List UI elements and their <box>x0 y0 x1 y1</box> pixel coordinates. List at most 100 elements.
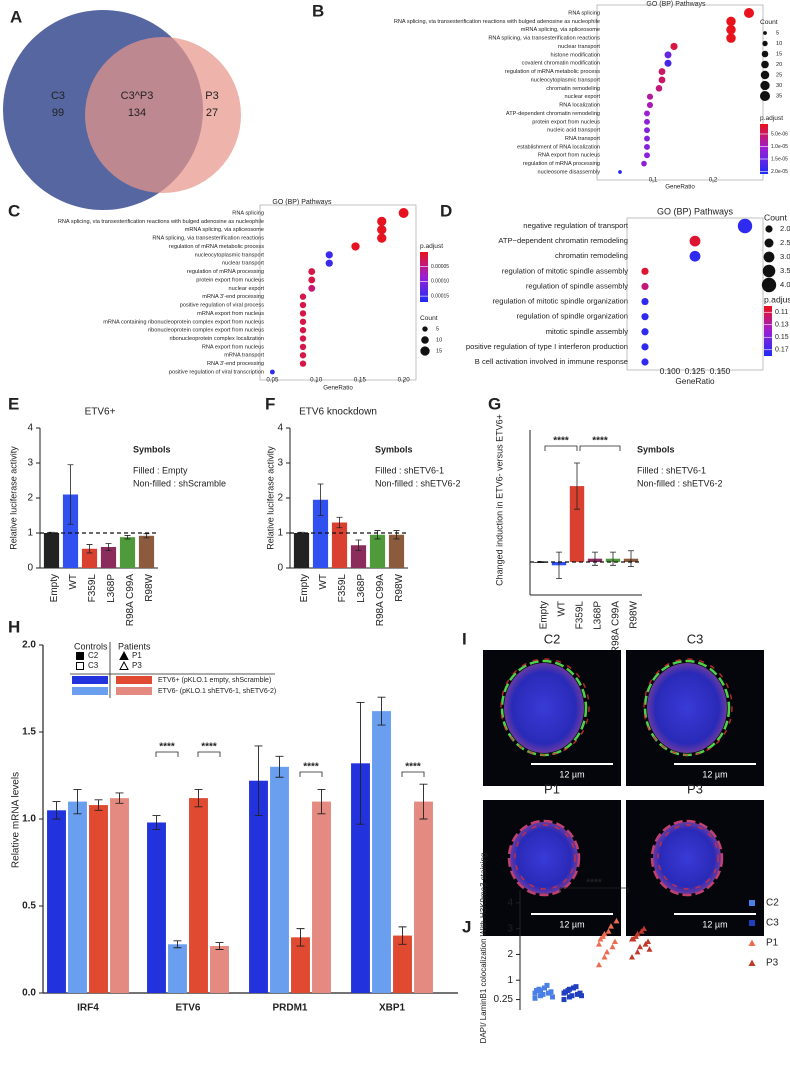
scale-label: 12 µm <box>702 919 727 929</box>
data-point <box>634 930 641 937</box>
error-bar <box>275 755 284 778</box>
term-label: RNA splicing, via transesterification re… <box>394 19 600 25</box>
term-label: RNA 3'-end processing <box>207 361 264 367</box>
term-dot <box>689 250 701 262</box>
bar <box>350 545 367 568</box>
term-dot <box>377 225 387 235</box>
term-dot <box>689 235 701 247</box>
symbol-note: Non-filled : shETV6-2 <box>375 478 461 488</box>
term-label: nuclear transport <box>558 44 600 50</box>
legend-label: P3 <box>766 958 779 969</box>
x-axis-label: GeneRatio <box>323 385 353 392</box>
legend-label: P1 <box>766 938 779 949</box>
data-point <box>596 961 602 968</box>
set-count: 99 <box>52 107 64 119</box>
legend-condition: ETV6+ (pKLO.1 empty, shScramble) <box>158 677 271 684</box>
term-label: nucleocytoplasmic transport <box>531 77 601 83</box>
significance-bracket <box>299 771 323 777</box>
term-label: regulation of mRNA metabolic process <box>505 69 600 75</box>
term-dot <box>743 7 755 19</box>
significance-label: **** <box>553 436 569 447</box>
symbol-note: Filled : shETV6-1 <box>637 465 706 475</box>
data-point <box>605 928 612 934</box>
panel-letter: E <box>8 394 19 413</box>
colorbar-label: 2.0e-05 <box>771 169 788 175</box>
nucleus <box>504 663 584 753</box>
x-tick-label: WT <box>68 574 79 590</box>
term-dot <box>670 42 678 51</box>
colorbar-label: 0.15 <box>775 334 789 341</box>
error-bar <box>628 550 634 568</box>
y-tick-label: 0.5 <box>22 901 36 912</box>
term-label: nucleic acid transport <box>547 128 600 134</box>
plot-frame <box>259 204 417 381</box>
legend-swatch <box>116 676 152 684</box>
error-bar <box>393 530 400 540</box>
x-tick-label: Empty <box>539 601 550 629</box>
legend-group: Patients <box>118 641 151 651</box>
legend-marker <box>76 652 84 660</box>
term-label: RNA splicing, via transesterification re… <box>152 236 264 242</box>
term-label: RNA export from nucleus <box>202 344 264 350</box>
x-tick-label: F359L <box>87 574 98 603</box>
legend-label: C3 <box>766 918 779 929</box>
panel-letter: I <box>462 629 467 648</box>
legend-size-label: 5 <box>776 30 779 36</box>
colorbar-label: 0.13 <box>775 322 789 329</box>
legend-size-label: 25 <box>776 72 782 78</box>
panel-letter: G <box>488 394 501 413</box>
error-bar <box>173 940 182 949</box>
data-point <box>637 943 643 950</box>
data-point <box>641 925 647 932</box>
term-label: mRNA containing ribonucleoprotein comple… <box>103 319 264 325</box>
set-circle <box>85 37 241 193</box>
legend-size-dot <box>762 264 776 278</box>
scale-label: 12 µm <box>559 769 584 779</box>
legend-title: Count <box>760 19 778 26</box>
x-tick-label: R98W <box>394 573 405 601</box>
term-dot <box>664 59 672 67</box>
legend-marker <box>748 939 756 946</box>
symbol-title: Symbols <box>637 444 675 454</box>
colorbar <box>764 306 772 356</box>
term-dot <box>726 33 736 43</box>
term-label: nuclear export <box>229 286 265 292</box>
x-tick-label: F359L <box>337 574 348 603</box>
x-tick-label: 0.05 <box>266 377 279 384</box>
bar <box>270 766 289 993</box>
legend-size-label: 10 <box>776 41 782 47</box>
plot-title: ETV6 knockdown <box>299 407 377 418</box>
error-bar <box>398 926 407 945</box>
term-dot <box>646 93 654 100</box>
image-label: C3 <box>687 631 704 646</box>
legend-title: Count <box>764 212 788 222</box>
term-dot <box>658 68 666 75</box>
term-dot <box>646 101 654 109</box>
term-dot <box>644 143 650 150</box>
term-dot <box>658 76 666 84</box>
x-tick-label: R98W <box>144 573 155 601</box>
error-bar <box>356 701 365 825</box>
legend-sample: P3 <box>132 661 142 670</box>
term-dot <box>644 135 650 142</box>
x-tick-label: IRF4 <box>77 1003 99 1014</box>
term-dot <box>377 216 387 227</box>
bar <box>100 547 117 568</box>
x-tick-label: ETV6 <box>175 1003 200 1014</box>
term-label: positive regulation of viral process <box>180 303 264 309</box>
term-label: RNA splicing, via transesterification re… <box>488 36 600 42</box>
x-tick-label: PRDM1 <box>272 1003 307 1014</box>
colorbar <box>420 252 428 302</box>
legend-marker <box>119 650 129 660</box>
significance-bracket <box>559 887 629 893</box>
legend-size-label: 2.5 <box>780 238 790 247</box>
bar <box>393 935 412 993</box>
legend-title: p.adjust <box>760 115 783 122</box>
legend-size-dot <box>422 326 428 332</box>
error-bar <box>355 539 362 551</box>
x-tick-label: 0.20 <box>398 377 411 384</box>
x-tick-label: R98W <box>629 600 640 628</box>
term-dot <box>726 16 736 27</box>
error-bar <box>610 551 616 566</box>
y-tick-label: 3 <box>27 458 33 469</box>
